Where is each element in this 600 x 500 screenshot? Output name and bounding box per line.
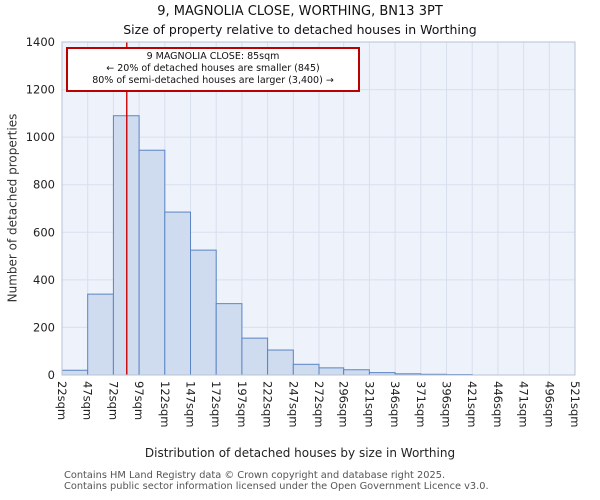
annotation-box: 9 MAGNOLIA CLOSE: 85sqm ← 20% of detache…	[66, 47, 360, 92]
y-tick-label: 800	[33, 178, 55, 192]
histogram-bar	[318, 367, 345, 376]
histogram-bar	[343, 369, 370, 376]
y-tick-label: 0	[48, 368, 55, 382]
chart-subtitle: Size of property relative to detached ho…	[123, 22, 477, 37]
footer-attribution-1: Contains HM Land Registry data © Crown c…	[64, 470, 446, 481]
histogram-bar	[190, 249, 217, 376]
x-tick-label: 122sqm	[158, 381, 172, 427]
y-tick-label: 600	[33, 225, 55, 239]
x-tick-label: 147sqm	[184, 381, 198, 427]
x-tick-label: 197sqm	[235, 381, 249, 427]
x-tick-label: 47sqm	[81, 381, 95, 420]
x-tick-label: 22sqm	[55, 381, 69, 420]
x-tick-label: 446sqm	[491, 381, 505, 427]
x-tick-label: 421sqm	[465, 381, 479, 427]
annotation-line-3: 80% of semi-detached houses are larger (…	[92, 75, 334, 86]
x-tick-label: 222sqm	[261, 381, 275, 427]
x-tick-label: 72sqm	[106, 381, 120, 420]
histogram-bar	[267, 349, 294, 376]
chart-title: 9, MAGNOLIA CLOSE, WORTHING, BN13 3PT	[157, 4, 443, 19]
histogram-bar	[292, 363, 320, 376]
x-tick-label: 321sqm	[362, 381, 376, 427]
x-tick-label: 521sqm	[568, 381, 582, 427]
x-axis-label: Distribution of detached houses by size …	[144, 446, 456, 460]
y-tick-label: 1400	[26, 35, 55, 49]
y-tick-label: 200	[33, 320, 55, 334]
histogram-bar	[215, 303, 243, 376]
y-axis-label: Number of detached properties	[5, 113, 20, 303]
y-tick-label: 1000	[26, 130, 55, 144]
plot-border	[61, 41, 576, 376]
x-tick-label: 247sqm	[286, 381, 300, 427]
x-tick-label: 97sqm	[132, 381, 146, 420]
x-tick-label: 296sqm	[337, 381, 351, 427]
footer-attribution-2: Contains public sector information licen…	[64, 481, 489, 492]
histogram-bar	[61, 369, 89, 376]
histogram-bar	[138, 149, 166, 376]
y-tick-label: 1200	[26, 83, 55, 97]
x-tick-label: 272sqm	[312, 381, 326, 427]
x-tick-label: 172sqm	[209, 381, 223, 427]
x-tick-label: 496sqm	[542, 381, 556, 427]
annotation-line-2: ← 20% of detached houses are smaller (84…	[106, 63, 320, 74]
x-tick-label: 471sqm	[517, 381, 531, 427]
y-tick-label: 400	[33, 273, 55, 287]
histogram-bar	[87, 293, 114, 376]
x-tick-label: 396sqm	[439, 381, 453, 427]
x-tick-label: 346sqm	[388, 381, 402, 427]
histogram-bar	[164, 211, 192, 376]
x-tick-label: 371sqm	[414, 381, 428, 427]
annotation-line-1: 9 MAGNOLIA CLOSE: 85sqm	[146, 51, 280, 62]
histogram-bar	[241, 337, 269, 376]
